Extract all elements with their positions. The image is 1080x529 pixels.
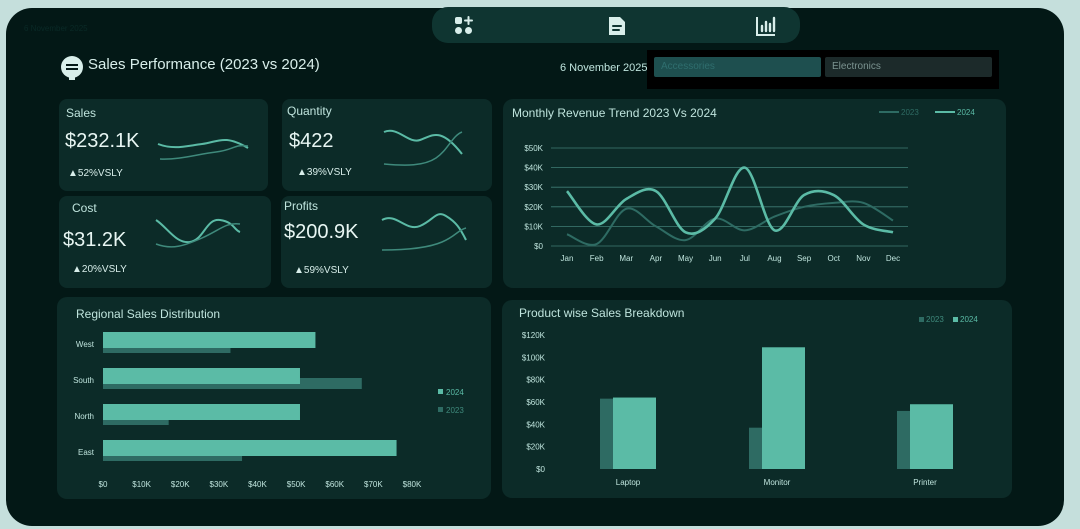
x-tick-label: $30K xyxy=(210,480,229,489)
kpi-value: $232.1K xyxy=(65,130,140,152)
category-label: South xyxy=(73,376,94,385)
y-tick-label: $10K xyxy=(524,222,543,231)
bar-2024 xyxy=(103,368,300,384)
regional-bar-chart: West South North East $0 $10K $20K $30K $40K $50K… xyxy=(73,332,464,489)
x-tick-label: Dec xyxy=(886,254,900,263)
legend-label: 2024 xyxy=(446,388,464,397)
kpi-card-quantity xyxy=(282,99,492,191)
x-tick-label: Jan xyxy=(561,254,574,263)
x-tick-label: Sep xyxy=(797,254,812,263)
kpi-card-cost xyxy=(59,196,271,288)
y-tick-label: $0 xyxy=(536,465,545,474)
y-tick-label: $30K xyxy=(524,183,543,192)
kpi-label: Sales xyxy=(66,106,97,120)
chart-title: Regional Sales Distribution xyxy=(76,307,221,321)
profits-sparkline xyxy=(381,213,467,251)
chart-title: Product wise Sales Breakdown xyxy=(519,306,685,320)
kpi-label: Quantity xyxy=(287,104,332,118)
kpi-delta: ▲59%VSLY xyxy=(294,265,349,276)
bar-chart-icon[interactable] xyxy=(754,14,778,38)
legend-label: 2024 xyxy=(957,108,975,117)
top-navigation xyxy=(432,7,800,43)
legend-label: 2023 xyxy=(446,406,464,415)
x-tick-label: $10K xyxy=(132,480,151,489)
bar-2024 xyxy=(613,397,656,469)
legend-label: 2023 xyxy=(926,315,944,324)
slicer-item-electronics[interactable]: Electronics xyxy=(825,57,992,77)
kpi-delta: ▲52%VSLY xyxy=(68,168,123,179)
x-tick-label: $70K xyxy=(364,480,383,489)
bar-2024 xyxy=(910,404,953,469)
x-tick-label: $20K xyxy=(171,480,190,489)
page-title: Sales Performance (2023 vs 2024) xyxy=(88,56,320,73)
x-tick-label: Nov xyxy=(856,254,870,263)
category-label: Printer xyxy=(913,478,937,487)
legend-swatch xyxy=(438,407,443,412)
product-bar-chart: $0 $20K $40K $60K $80K $100K $120K Laptop Monito… xyxy=(522,315,978,487)
x-tick-label: $50K xyxy=(287,480,306,489)
kpi-delta: ▲39%VSLY xyxy=(297,167,352,178)
y-tick-label: $0 xyxy=(534,242,543,251)
regional-sales-panel xyxy=(57,297,491,499)
document-icon[interactable] xyxy=(605,14,629,38)
y-tick-label: $80K xyxy=(526,376,545,385)
quantity-sparkline xyxy=(383,129,463,166)
category-label: West xyxy=(76,340,95,349)
legend-label: 2024 xyxy=(960,315,978,324)
slicer-item-accessories[interactable]: Accessories xyxy=(654,57,821,77)
kpi-label: Profits xyxy=(284,199,319,213)
chart-title: Monthly Revenue Trend 2023 Vs 2024 xyxy=(512,106,717,120)
y-tick-label: $20K xyxy=(526,443,545,452)
kpi-value: $422 xyxy=(289,130,334,152)
kpi-card-profits xyxy=(281,196,492,288)
bar-2024 xyxy=(103,332,316,348)
x-tick-label: $0 xyxy=(99,480,108,489)
legend-swatch xyxy=(919,317,924,322)
cost-sparkline xyxy=(155,218,241,248)
category-label: Laptop xyxy=(616,478,641,487)
x-tick-label: Jun xyxy=(709,254,722,263)
x-tick-label: Mar xyxy=(619,254,633,263)
legend-swatch xyxy=(953,317,958,322)
series-line-2024 xyxy=(565,166,894,235)
bar-2024 xyxy=(103,440,397,456)
kpi-value: $31.2K xyxy=(63,229,127,251)
monthly-revenue-panel xyxy=(503,99,1006,288)
line-chart: $0 $10K $20K $30K $40K $50K Jan Feb Mar Apr May Jun… xyxy=(524,108,975,263)
y-tick-label: $100K xyxy=(522,353,546,362)
category-label: North xyxy=(74,412,94,421)
dashboard-add-icon[interactable] xyxy=(452,14,476,38)
bar-2024 xyxy=(103,404,300,420)
kpi-value: $200.9K xyxy=(284,221,359,243)
report-date: 6 November 2025 xyxy=(560,62,648,74)
sales-sparkline xyxy=(157,139,249,160)
x-tick-label: Feb xyxy=(590,254,604,263)
x-tick-label: Apr xyxy=(650,254,663,263)
corner-date-text: 6 November 2025 xyxy=(24,24,88,33)
kpi-delta: ▲20%VSLY xyxy=(72,264,127,275)
y-tick-label: $20K xyxy=(524,203,543,212)
y-tick-label: $40K xyxy=(526,420,545,429)
x-tick-label: $40K xyxy=(248,480,267,489)
y-tick-label: $40K xyxy=(524,164,543,173)
x-tick-label: Jul xyxy=(740,254,750,263)
legend-label: 2023 xyxy=(901,108,919,117)
series-line-2023 xyxy=(566,200,894,246)
y-tick-label: $50K xyxy=(524,144,543,153)
bar-2024 xyxy=(762,347,805,469)
x-tick-label: $60K xyxy=(325,480,344,489)
y-tick-label: $60K xyxy=(526,398,545,407)
category-label: Monitor xyxy=(764,478,791,487)
legend-swatch xyxy=(438,389,443,394)
microphone-logo-icon xyxy=(60,55,84,86)
x-tick-label: $80K xyxy=(403,480,422,489)
x-tick-label: May xyxy=(678,254,693,263)
x-tick-label: Aug xyxy=(767,254,781,263)
kpi-label: Cost xyxy=(72,201,97,215)
category-label: East xyxy=(78,448,95,457)
x-tick-label: Oct xyxy=(828,254,841,263)
y-tick-label: $120K xyxy=(522,331,546,340)
